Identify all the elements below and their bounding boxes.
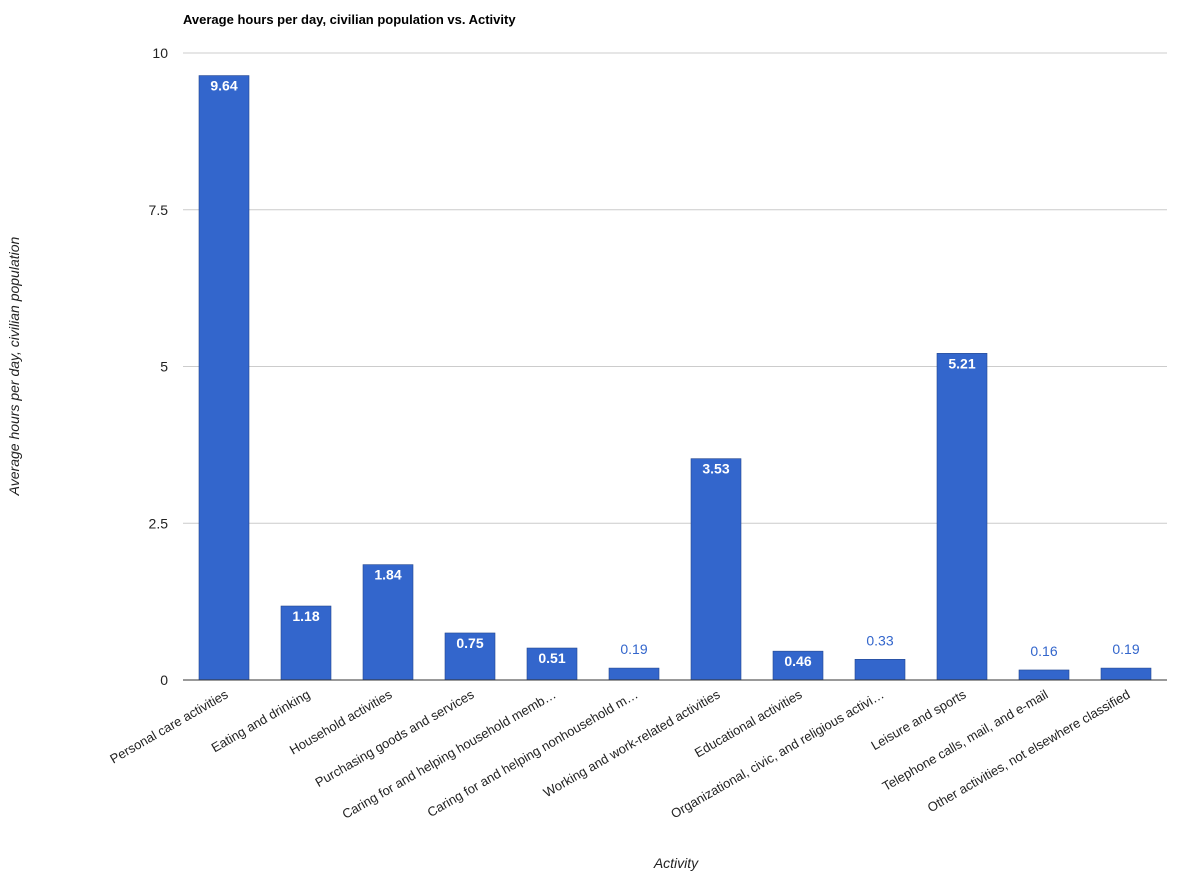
chart-title: Average hours per day, civilian populati… xyxy=(183,12,516,27)
data-label: 0.51 xyxy=(538,650,565,666)
y-tick-label: 10 xyxy=(152,45,168,61)
data-label: 1.84 xyxy=(374,567,401,583)
y-tick-label: 7.5 xyxy=(149,202,169,218)
data-label: 0.75 xyxy=(456,635,483,651)
data-labels: 9.64 1.18 1.84 0.75 0.51 0.19 3.53 0.46 0.33 5.21… xyxy=(210,78,1139,670)
y-tick-label: 0 xyxy=(160,672,168,688)
y-axis-title: Average hours per day, civilian populati… xyxy=(6,236,22,496)
y-tick-label: 5 xyxy=(160,359,168,375)
data-label: 9.64 xyxy=(210,78,237,94)
data-label: 0.16 xyxy=(1030,643,1057,659)
data-label: 5.21 xyxy=(948,355,975,371)
data-label: 0.19 xyxy=(620,641,647,657)
data-label: 1.18 xyxy=(292,608,319,624)
x-category-label: Personal care activities xyxy=(107,686,231,766)
bar xyxy=(854,659,906,681)
data-label: 0.19 xyxy=(1112,641,1139,657)
data-label: 3.53 xyxy=(702,461,729,477)
bar xyxy=(936,353,988,681)
data-label: 0.33 xyxy=(866,632,893,648)
data-label: 0.46 xyxy=(784,653,811,669)
y-axis-ticks: 0 2.5 5 7.5 10 xyxy=(149,45,169,688)
y-tick-label: 2.5 xyxy=(149,515,169,531)
gridlines xyxy=(183,52,1167,524)
bar xyxy=(526,647,578,681)
x-axis-title: Activity xyxy=(653,855,699,871)
bar xyxy=(690,458,742,681)
bar xyxy=(280,605,332,681)
bar xyxy=(772,650,824,681)
bar xyxy=(1018,669,1070,681)
x-category-label: Purchasing goods and services xyxy=(313,686,477,790)
bars xyxy=(198,75,1152,681)
bar xyxy=(1100,667,1152,681)
bar xyxy=(608,667,660,681)
bar xyxy=(444,632,496,681)
bar xyxy=(198,75,250,681)
